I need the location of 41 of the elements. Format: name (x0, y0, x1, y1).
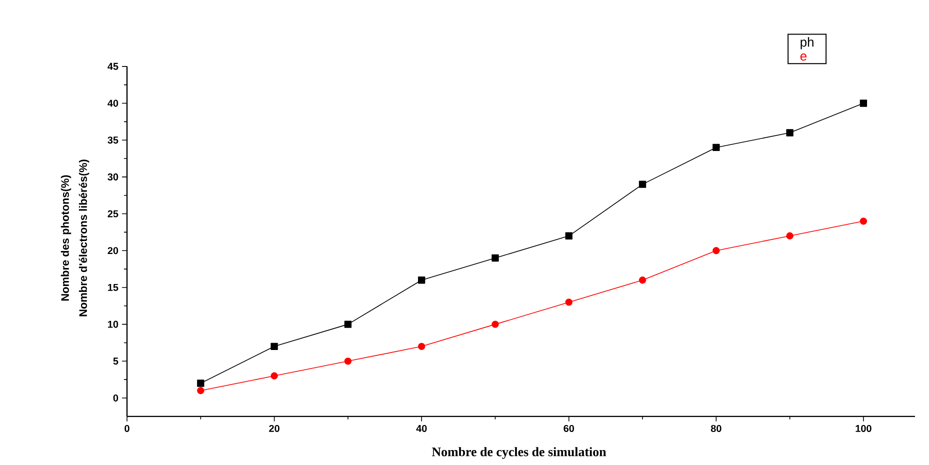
y-tick-label: 25 (108, 210, 118, 218)
y-tick-label: 35 (108, 136, 118, 144)
x-tick-label: 40 (416, 424, 427, 432)
y-tick-label: 0 (113, 394, 118, 402)
point (270, 372, 278, 380)
point (786, 232, 794, 240)
x-tick-label: 0 (124, 424, 130, 432)
y-tick-label: 5 (113, 358, 118, 365)
point (638, 276, 646, 284)
y-tick-label: 20 (108, 247, 118, 254)
point (492, 320, 499, 328)
point (270, 342, 278, 350)
point (344, 320, 352, 328)
y-tick-label: 30 (108, 173, 118, 180)
text: e (800, 54, 806, 61)
point (565, 298, 572, 306)
point (344, 358, 352, 365)
point (197, 387, 204, 394)
y-tick-label: 10 (108, 320, 118, 328)
point (786, 129, 794, 136)
x-tick-label: 100 (856, 424, 872, 432)
y-tick-label: 40 (108, 100, 118, 107)
text: ph (800, 37, 814, 50)
point (638, 180, 646, 188)
point (197, 380, 204, 387)
point (565, 232, 572, 240)
x-tick-label: 80 (710, 424, 722, 432)
x-tick-label: 20 (269, 424, 280, 432)
x-tick-label: 60 (564, 424, 574, 432)
text: Nombre d'électrons libérés(%) (78, 160, 90, 316)
y-axis-title: Nombre des photons(%) (60, 175, 72, 301)
point (492, 254, 499, 262)
x-axis-title: Nombre de cycles de simulation (432, 447, 606, 459)
point (418, 342, 426, 350)
point (860, 218, 868, 225)
point (860, 100, 868, 107)
point (418, 276, 426, 284)
y-tick-label: 15 (108, 284, 118, 291)
point (712, 247, 720, 254)
point (712, 144, 720, 152)
y-tick-label: 45 (108, 62, 118, 70)
